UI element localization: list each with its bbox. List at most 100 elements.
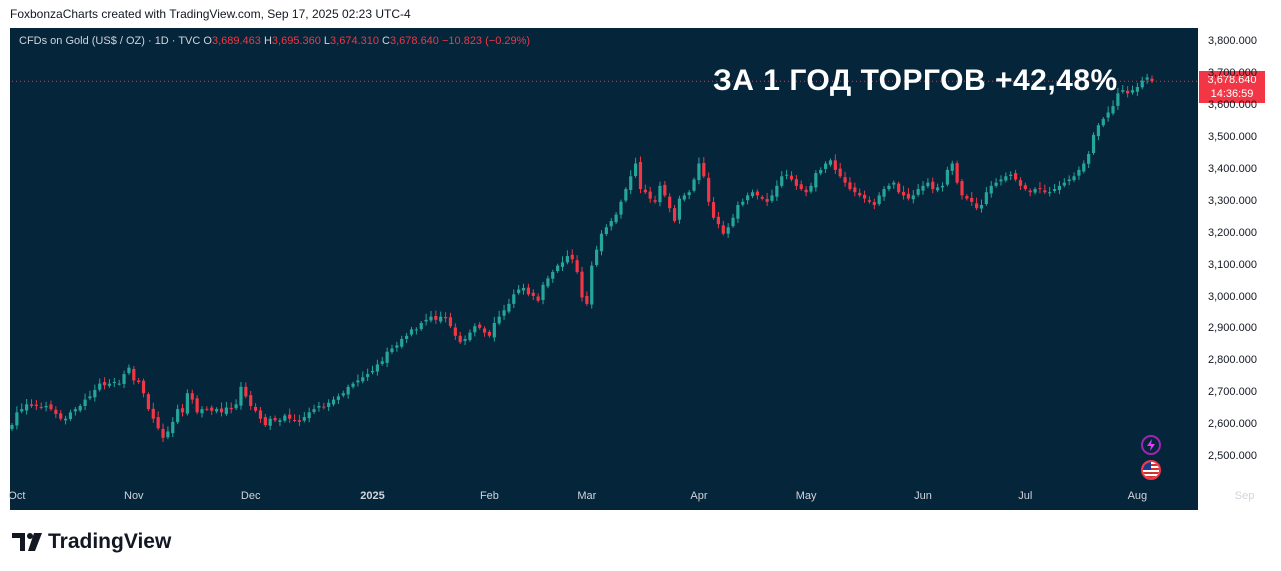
candle xyxy=(400,335,404,349)
candle xyxy=(478,322,482,330)
close-value: 3,678.640 xyxy=(389,35,439,47)
candle xyxy=(1130,85,1135,95)
candle xyxy=(1111,100,1115,116)
candle xyxy=(166,426,170,440)
candle xyxy=(687,189,691,200)
candle xyxy=(307,407,311,423)
time-tick-label: Nov xyxy=(124,490,144,502)
price-axis[interactable] xyxy=(1198,28,1271,510)
candle xyxy=(297,414,302,427)
candle xyxy=(1052,183,1057,193)
candle xyxy=(945,166,949,187)
candle xyxy=(20,403,24,414)
tradingview-brand[interactable]: TradingView xyxy=(12,530,171,554)
candle xyxy=(999,175,1003,186)
candle xyxy=(804,186,808,197)
candle xyxy=(492,316,496,342)
candle xyxy=(877,192,881,206)
candle xyxy=(1067,175,1071,186)
us-flag-icon[interactable] xyxy=(1141,460,1161,480)
candle xyxy=(1023,182,1027,191)
candle xyxy=(984,187,988,206)
candle xyxy=(146,392,151,412)
time-tick-label: May xyxy=(795,490,817,502)
candle xyxy=(502,304,506,320)
candle xyxy=(682,192,686,202)
candle xyxy=(517,285,521,295)
brand-name: TradingView xyxy=(48,530,172,553)
candle xyxy=(911,189,915,204)
candle xyxy=(560,256,565,272)
candle xyxy=(229,402,233,414)
candle xyxy=(93,384,97,402)
candle xyxy=(210,405,214,415)
candle xyxy=(83,393,87,411)
candle xyxy=(1106,106,1110,122)
candle xyxy=(575,255,579,274)
candle xyxy=(614,212,618,225)
candle xyxy=(244,382,248,399)
candle xyxy=(746,192,750,205)
time-tick-label: Oct xyxy=(8,490,26,502)
candle xyxy=(258,406,263,423)
candle xyxy=(726,223,730,238)
time-tick-label: Aug xyxy=(1127,490,1148,502)
candle xyxy=(132,366,136,385)
candle xyxy=(443,312,448,323)
candle xyxy=(848,177,852,191)
candle xyxy=(1091,132,1096,155)
candle xyxy=(137,377,141,384)
candle xyxy=(936,183,940,193)
candle xyxy=(429,310,433,323)
candle xyxy=(1048,186,1052,197)
candle xyxy=(570,249,574,264)
candle xyxy=(424,313,428,326)
candle xyxy=(215,407,219,414)
candle xyxy=(1135,82,1139,96)
candle xyxy=(1072,172,1076,183)
candle xyxy=(940,182,945,192)
candle xyxy=(122,370,126,389)
candle xyxy=(288,408,292,423)
change-value: −10.823 (−0.29%) xyxy=(441,35,531,47)
candle xyxy=(770,189,774,203)
candle xyxy=(541,281,545,305)
candle xyxy=(487,330,492,338)
candle xyxy=(366,368,370,382)
price-tick-label: 3,700.000 xyxy=(1208,67,1257,80)
candle xyxy=(507,298,511,314)
candle xyxy=(707,172,711,206)
candle xyxy=(1121,85,1125,94)
candle xyxy=(1145,73,1149,84)
candle xyxy=(336,393,341,405)
price-tick-label: 3,800.000 xyxy=(1208,35,1257,48)
candle xyxy=(195,395,199,415)
price-tick-label: 2,800.000 xyxy=(1208,354,1257,367)
candle xyxy=(1013,169,1018,182)
candle xyxy=(151,402,155,423)
candle xyxy=(25,398,29,415)
candle xyxy=(599,230,604,256)
candle xyxy=(950,160,954,176)
candle xyxy=(292,414,297,423)
price-tick-label: 2,700.000 xyxy=(1208,386,1257,399)
chart-caption: FoxbonzaCharts created with TradingView.… xyxy=(10,7,411,21)
candle xyxy=(1101,116,1105,128)
candle xyxy=(736,201,740,223)
flash-icon[interactable] xyxy=(1141,435,1161,455)
candle xyxy=(536,293,540,303)
close-label: C xyxy=(382,35,390,47)
candle xyxy=(54,406,58,419)
candle xyxy=(1062,178,1066,188)
candle xyxy=(901,185,906,200)
candle xyxy=(263,413,267,428)
candle xyxy=(765,192,769,206)
candle xyxy=(595,245,599,267)
time-axis[interactable] xyxy=(10,482,1198,510)
candle xyxy=(619,199,623,219)
candle xyxy=(585,291,589,306)
time-tick-label: Mar xyxy=(577,490,597,502)
plot-area[interactable] xyxy=(10,28,1198,482)
candle xyxy=(546,275,550,289)
candle xyxy=(512,289,516,309)
